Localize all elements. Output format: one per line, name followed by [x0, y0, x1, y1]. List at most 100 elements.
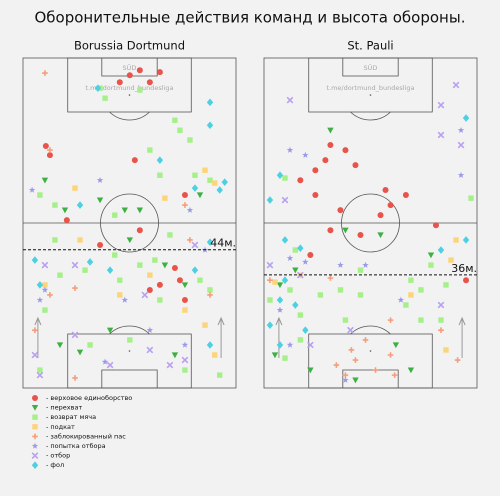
stand-label: SÜD: [364, 63, 378, 72]
direction-arrow: [217, 316, 225, 358]
marker: [156, 69, 163, 76]
marker: [357, 231, 364, 238]
marker: [47, 147, 53, 153]
marker: [306, 341, 314, 349]
marker: [37, 367, 43, 373]
marker: [377, 232, 384, 239]
marker: [76, 349, 84, 356]
marker: [82, 267, 88, 273]
goal-area: [342, 57, 399, 77]
legend-label: - отбор: [46, 452, 70, 460]
marker: [182, 307, 188, 313]
marker: [452, 81, 460, 89]
marker: [42, 282, 48, 288]
marker: [362, 261, 369, 268]
marker: [307, 252, 314, 259]
marker: [347, 326, 354, 334]
marker: [454, 357, 461, 363]
marker: [322, 157, 329, 164]
marker: [191, 266, 199, 274]
marker: [266, 321, 274, 329]
penalty-arc: [350, 111, 391, 121]
marker: [457, 141, 465, 149]
marker: [267, 277, 273, 283]
marker: [202, 322, 208, 328]
marker: [206, 238, 214, 246]
marker: [56, 342, 64, 349]
penalty-spot: [128, 350, 131, 352]
marker: [36, 296, 44, 303]
legend-label: - возврат мяча: [46, 413, 96, 421]
marker: [317, 292, 324, 298]
marker: [141, 291, 149, 299]
marker: [297, 337, 304, 343]
marker: [61, 207, 69, 214]
marker: [292, 247, 299, 253]
marker: [191, 241, 199, 249]
marker: [327, 142, 334, 149]
marker: [161, 262, 169, 269]
marker: [181, 341, 189, 348]
marker: [272, 279, 278, 285]
marker: [36, 371, 44, 379]
marker: [282, 175, 288, 181]
marker: [362, 337, 369, 343]
marker: [357, 267, 364, 273]
marker: [47, 292, 53, 298]
marker: [443, 347, 449, 353]
marker: [32, 327, 38, 333]
marker: [372, 367, 379, 373]
marker: [286, 146, 294, 153]
marker: [41, 261, 49, 269]
marker: [181, 192, 188, 199]
marker: [137, 262, 143, 268]
legend-label: - подкат: [46, 423, 75, 431]
marker: [196, 192, 204, 199]
marker: [202, 167, 208, 173]
marker: [402, 192, 409, 199]
marker: [276, 341, 284, 349]
marker: [166, 361, 174, 369]
legend-label: - фол: [46, 461, 64, 469]
marker: [182, 202, 188, 208]
marker: [216, 186, 223, 194]
marker: [271, 352, 279, 359]
marker: [408, 277, 414, 283]
marker: [31, 256, 39, 264]
marker: [147, 272, 153, 278]
marker: [171, 352, 179, 359]
marker: [97, 242, 104, 248]
watermark: t.me/dortmund_bundesliga: [326, 84, 414, 92]
legend-marker: [31, 452, 39, 459]
marker: [333, 362, 340, 368]
marker: [377, 212, 384, 219]
marker: [121, 207, 129, 214]
marker: [397, 296, 405, 303]
marker: [31, 351, 39, 359]
marker: [182, 367, 188, 373]
defensive-line-label: 44м.: [210, 237, 236, 250]
marker: [418, 317, 424, 323]
marker: [136, 227, 143, 234]
marker: [437, 301, 445, 309]
marker: [36, 281, 44, 289]
marker: [337, 207, 344, 214]
marker: [407, 367, 415, 374]
marker: [207, 292, 213, 298]
marker: [286, 96, 294, 104]
marker: [292, 267, 299, 274]
marker: [352, 377, 359, 384]
marker: [463, 277, 470, 284]
marker: [146, 326, 154, 333]
marker: [197, 277, 203, 283]
marker: [281, 236, 289, 244]
marker: [428, 262, 434, 268]
marker: [181, 356, 189, 364]
marker: [206, 341, 214, 349]
marker: [437, 246, 445, 254]
legend-marker: [32, 433, 38, 440]
marker: [152, 257, 158, 263]
marker: [77, 237, 83, 243]
marker: [342, 376, 349, 383]
